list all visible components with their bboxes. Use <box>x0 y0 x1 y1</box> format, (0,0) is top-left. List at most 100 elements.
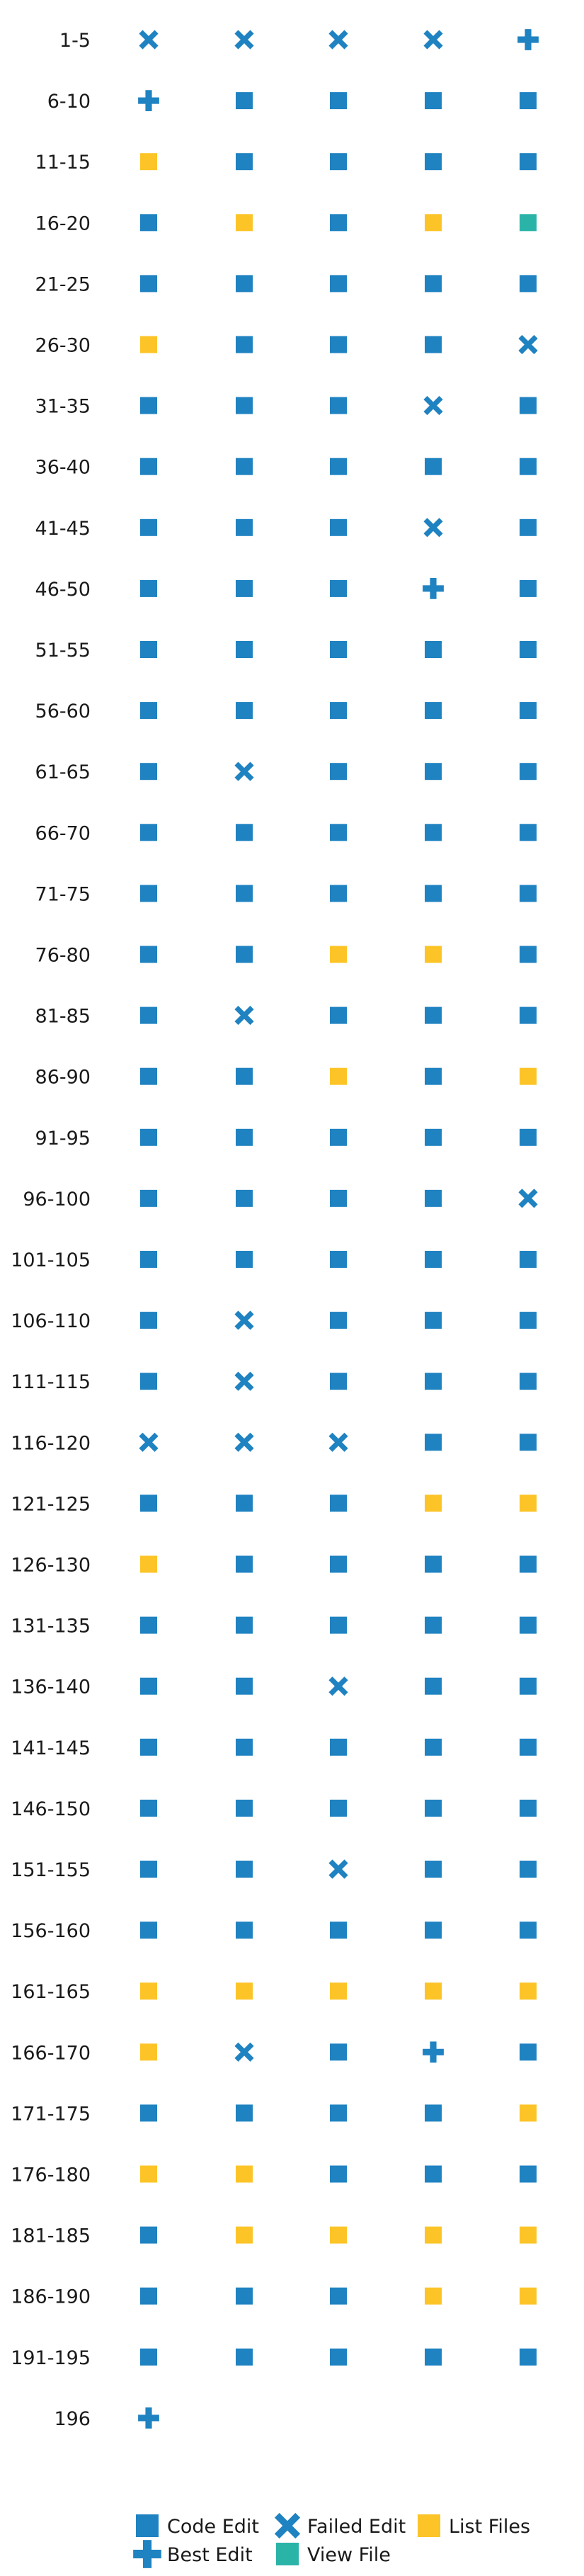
row-label: 41-45 <box>35 518 91 540</box>
list-marker <box>520 1982 537 2000</box>
code-marker <box>330 1738 347 1756</box>
code-marker <box>520 1922 537 1939</box>
code-marker <box>520 397 537 414</box>
code-marker <box>330 153 347 171</box>
row-label: 196 <box>54 2408 91 2430</box>
list-marker <box>425 2226 442 2244</box>
code-marker <box>236 518 253 536</box>
table-row: 171-175 <box>11 2103 537 2125</box>
list-marker <box>140 336 157 353</box>
code-marker <box>330 1128 347 1146</box>
code-marker <box>425 824 442 841</box>
row-label: 131-135 <box>11 1616 91 1638</box>
code-marker <box>330 1922 347 1939</box>
code-marker <box>520 1373 537 1390</box>
table-row: 31-35 <box>35 396 537 418</box>
code-marker <box>140 2226 157 2244</box>
row-label: 106-110 <box>11 1310 91 1332</box>
row-label: 26-30 <box>35 335 91 357</box>
failed-marker <box>328 1676 348 1696</box>
table-row: 1-5 <box>59 29 539 52</box>
failed-marker <box>234 1006 254 1026</box>
failed-marker <box>423 30 443 50</box>
list-marker <box>140 2165 157 2183</box>
code-marker <box>520 1006 537 1024</box>
table-row: 46-50 <box>35 578 537 601</box>
code-marker <box>425 1373 442 1390</box>
row-label: 186-190 <box>11 2286 91 2308</box>
table-row: 41-45 <box>35 518 537 540</box>
failed-marker <box>423 518 443 538</box>
rows-layer: 1-5 6-10 11-15 16-20 21-25 26-30 31-35 36-40 41-… <box>11 29 539 2430</box>
list-marker <box>425 946 442 963</box>
table-row: 71-75 <box>35 883 537 905</box>
code-marker <box>140 641 157 658</box>
best-marker <box>423 578 444 599</box>
code-marker <box>425 458 442 475</box>
table-row: 146-150 <box>11 1798 537 1820</box>
code-marker <box>330 885 347 902</box>
legend-label: Failed Edit <box>307 2516 406 2538</box>
best-marker <box>423 2041 444 2063</box>
code-marker <box>520 1555 537 1573</box>
row-label: 81-85 <box>35 1006 91 1028</box>
code-marker <box>136 2514 159 2537</box>
code-marker <box>425 92 442 110</box>
code-marker <box>330 1373 347 1390</box>
failed-marker <box>423 396 443 416</box>
code-marker <box>236 579 253 597</box>
table-row: 141-145 <box>11 1737 537 1759</box>
code-marker <box>520 1738 537 1756</box>
code-marker <box>140 824 157 841</box>
code-marker <box>330 2043 347 2061</box>
list-marker <box>330 946 347 963</box>
code-marker <box>140 1006 157 1024</box>
row-label: 191-195 <box>11 2347 91 2369</box>
code-marker <box>520 1251 537 1268</box>
code-marker <box>330 275 347 293</box>
failed-marker <box>328 30 348 50</box>
table-row: 86-90 <box>35 1067 537 1089</box>
table-row: 116-120 <box>11 1432 537 1454</box>
table-row: 36-40 <box>35 457 537 479</box>
code-marker <box>330 1189 347 1207</box>
code-marker <box>140 2348 157 2366</box>
code-marker <box>520 2165 537 2183</box>
code-marker <box>425 763 442 781</box>
code-marker <box>140 1067 157 1085</box>
row-label: 171-175 <box>11 2103 91 2125</box>
code-marker <box>425 275 442 293</box>
failed-marker <box>234 761 254 781</box>
code-marker <box>236 946 253 963</box>
code-marker <box>140 1677 157 1695</box>
list-marker <box>520 2287 537 2305</box>
list-marker <box>425 1982 442 2000</box>
code-marker <box>330 397 347 414</box>
table-row: 21-25 <box>35 273 537 295</box>
failed-marker <box>139 1432 159 1452</box>
table-row: 26-30 <box>35 335 538 357</box>
row-label: 101-105 <box>11 1249 91 1271</box>
code-marker <box>236 2348 253 2366</box>
table-row: 106-110 <box>11 1310 537 1332</box>
code-marker <box>140 1616 157 1634</box>
view-marker <box>276 2543 299 2565</box>
code-marker <box>425 336 442 353</box>
row-label: 51-55 <box>35 640 91 662</box>
code-marker <box>425 1006 442 1024</box>
code-marker <box>330 1799 347 1817</box>
code-marker <box>425 1434 442 1451</box>
row-label: 21-25 <box>35 273 91 295</box>
code-marker <box>330 2165 347 2183</box>
code-marker <box>236 1494 253 1512</box>
failed-marker <box>234 1371 254 1391</box>
code-marker <box>520 1861 537 1878</box>
code-marker <box>425 1677 442 1695</box>
table-row: 66-70 <box>35 822 537 844</box>
list-marker <box>520 1494 537 1512</box>
list-marker <box>236 214 253 232</box>
list-marker <box>520 1067 537 1085</box>
code-marker <box>330 2348 347 2366</box>
row-label: 91-95 <box>35 1128 91 1150</box>
code-marker <box>330 579 347 597</box>
